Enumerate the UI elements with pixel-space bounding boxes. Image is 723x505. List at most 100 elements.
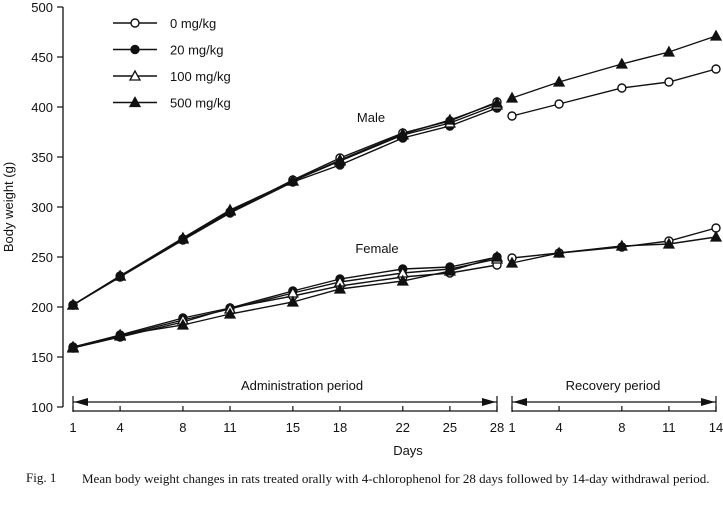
legend-label: 20 mg/kg (170, 43, 223, 58)
filled-triangle-marker (552, 75, 566, 87)
y-tick-label: 200 (31, 300, 53, 315)
filled-triangle-marker (66, 341, 80, 353)
y-tick-label: 150 (31, 350, 53, 365)
filled-triangle-marker (490, 250, 504, 262)
series-male-500-mg-kg (66, 96, 504, 310)
arrowhead-right-icon (701, 398, 715, 406)
series-female-0-mg-kg (68, 260, 502, 353)
arrowhead-left-icon (74, 398, 88, 406)
filled-triangle-marker (114, 269, 127, 281)
legend-label: 0 mg/kg (170, 16, 216, 31)
arrowhead-left-icon (513, 398, 527, 406)
filled-triangle-marker (443, 264, 456, 276)
filled-triangle-marker (662, 237, 676, 249)
filled-triangle-marker (709, 29, 723, 41)
filled-triangle-marker (286, 174, 299, 186)
filled-triangle-marker (286, 295, 299, 307)
labels: Body weight (g) Days Male Female Adminis… (1, 110, 660, 458)
x-tick-label: 8 (179, 420, 186, 435)
administration-period-label: Administration period (241, 378, 363, 393)
legend: 0 mg/kg 20 mg/kg 100 mg/kg 500 mg/kg (113, 16, 231, 111)
filled-triangle-marker (333, 282, 347, 294)
legend-item: 0 mg/kg (113, 16, 216, 31)
series-line (511, 236, 717, 264)
x-tick-label: 1 (508, 420, 515, 435)
filled-triangle-marker (505, 91, 519, 103)
filled-triangle-marker (709, 230, 723, 242)
open-circle-marker (617, 83, 627, 93)
filled-circle-marker (130, 44, 140, 55)
recovery-period-label: Recovery period (566, 378, 661, 393)
filled-triangle-marker (396, 274, 409, 286)
filled-triangle-marker (176, 231, 190, 243)
filled-triangle-marker (176, 318, 190, 330)
filled-triangle-marker (443, 113, 456, 125)
open-triangle-marker (128, 69, 142, 81)
arrowhead-right-icon (482, 398, 496, 406)
filled-triangle-marker (223, 307, 237, 319)
series-male-0-mg-kg (507, 64, 721, 121)
series-line (72, 264, 498, 349)
open-circle-marker (554, 99, 564, 109)
filled-triangle-marker (128, 96, 142, 108)
series-line (72, 107, 498, 306)
filled-triangle-marker (223, 203, 237, 215)
y-tick-label: 250 (31, 250, 53, 265)
y-tick-label: 350 (31, 150, 53, 165)
x-tick-label: 25 (443, 420, 457, 435)
series-male-100-mg-kg (66, 98, 504, 310)
x-tick-label: 8 (618, 420, 625, 435)
female-annotation: Female (355, 241, 398, 256)
legend-label: 500 mg/kg (170, 96, 231, 111)
legend-item: 100 mg/kg (113, 69, 231, 84)
x-tick-label: 11 (223, 420, 237, 435)
filled-triangle-marker (333, 153, 347, 165)
x-tick-label: 22 (396, 420, 410, 435)
filled-triangle-marker (114, 328, 127, 340)
male-annotation: Male (357, 110, 385, 125)
legend-label: 100 mg/kg (170, 69, 231, 84)
figure-label: Fig. 1 (26, 470, 57, 485)
filled-triangle-marker (552, 246, 566, 258)
filled-triangle-marker (662, 45, 676, 57)
series-female-0-mg-kg (507, 223, 721, 263)
series-female-500-mg-kg (505, 230, 723, 268)
y-tick-label: 300 (31, 200, 53, 215)
series-female-500-mg-kg (66, 250, 504, 353)
y-tick-label: 450 (31, 50, 53, 65)
legend-item: 20 mg/kg (113, 43, 223, 58)
y-tick-label: 500 (31, 0, 53, 15)
filled-triangle-marker (490, 96, 504, 108)
series-line (511, 68, 717, 117)
series-male-500-mg-kg (505, 29, 723, 103)
series-layer (66, 29, 723, 353)
y-tick-label: 100 (31, 400, 53, 415)
legend-item: 500 mg/kg (113, 96, 231, 111)
open-circle-marker (130, 18, 140, 28)
figure-caption: Mean body weight changes in rats treated… (82, 471, 710, 486)
series-line (511, 35, 717, 99)
x-tick-label: 4 (555, 420, 562, 435)
open-circle-marker (711, 64, 721, 74)
x-tick-label: 14 (709, 420, 723, 435)
x-tick-label: 15 (286, 420, 300, 435)
filled-triangle-marker (615, 57, 628, 69)
x-tick-label: 18 (333, 420, 347, 435)
series-male-20-mg-kg (68, 103, 502, 310)
x-axis-label: Days (393, 443, 423, 458)
open-circle-marker (664, 77, 674, 87)
open-circle-marker (507, 111, 517, 121)
x-tick-label: 1 (69, 420, 76, 435)
filled-triangle-marker (615, 239, 628, 251)
filled-triangle-marker (66, 298, 80, 310)
x-tick-label: 11 (662, 420, 676, 435)
y-axis-label: Body weight (g) (1, 162, 16, 252)
filled-triangle-marker (396, 127, 409, 139)
filled-triangle-marker (505, 256, 519, 268)
x-tick-label: 4 (116, 420, 123, 435)
y-tick-label: 400 (31, 100, 53, 115)
series-line (511, 227, 717, 259)
x-tick-label: 28 (490, 420, 504, 435)
